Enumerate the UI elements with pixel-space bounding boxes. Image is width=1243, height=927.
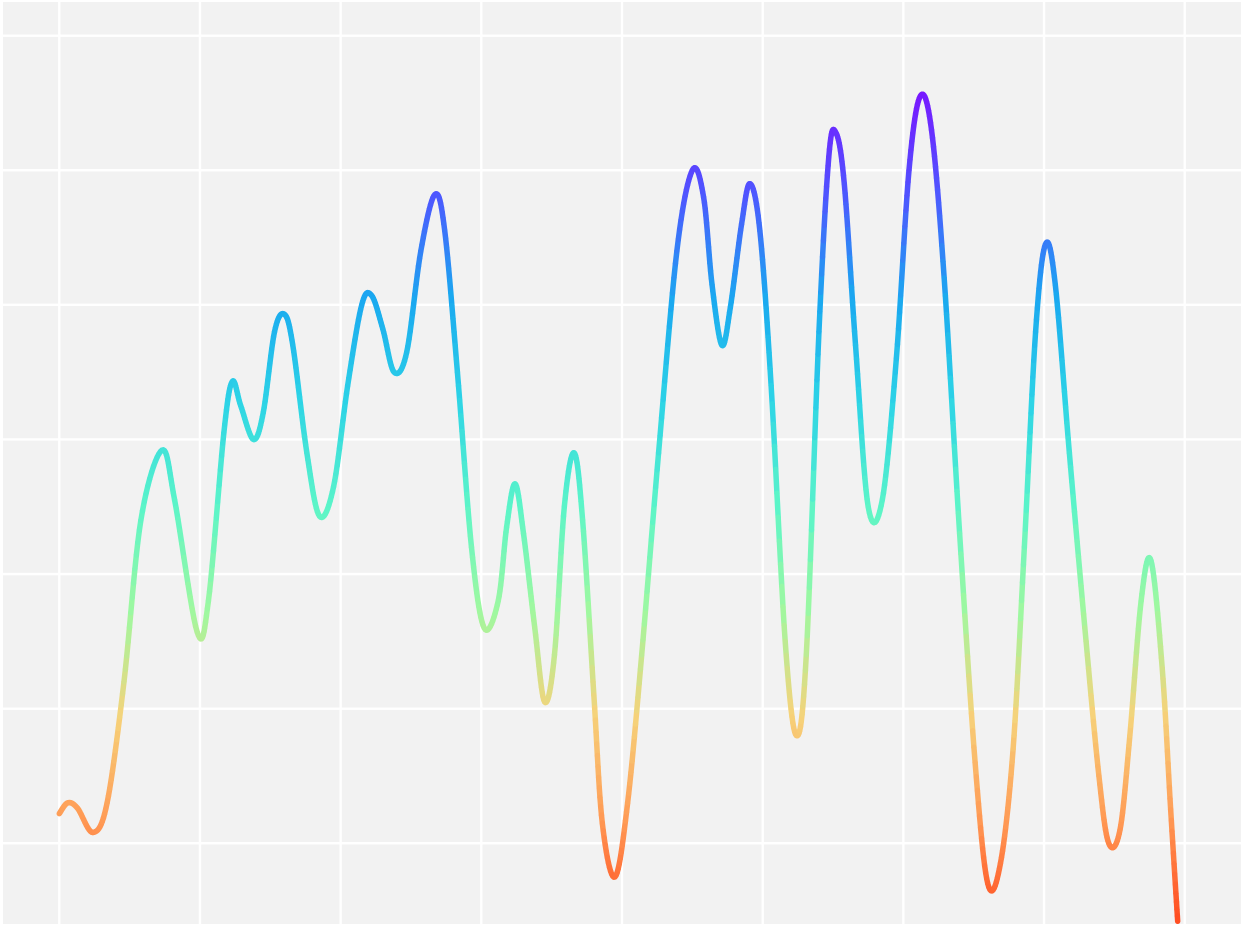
line-segment	[948, 398, 956, 427]
line-segment	[769, 401, 777, 428]
line-segment	[806, 556, 814, 591]
line-segment	[813, 377, 820, 411]
line-segment	[1030, 357, 1037, 380]
line-segment	[817, 289, 824, 315]
line-segment	[1014, 669, 1021, 692]
line-segment	[807, 527, 815, 563]
line-segment	[657, 415, 665, 439]
line-segment	[941, 275, 949, 299]
line-segment	[947, 375, 955, 404]
line-segment	[1019, 561, 1027, 586]
line-segment	[966, 673, 973, 698]
line-segment	[899, 257, 906, 281]
line-segment	[810, 434, 818, 471]
line-segment	[954, 488, 962, 516]
line-segment	[805, 584, 813, 617]
line-segment	[770, 421, 778, 449]
series-0	[56, 91, 1181, 925]
line-segment	[213, 498, 221, 521]
line-segment	[815, 329, 822, 358]
line-segment	[812, 405, 819, 441]
line-segment	[1015, 651, 1022, 675]
line-segment	[772, 466, 780, 496]
line-segment	[1016, 633, 1023, 658]
line-segment	[816, 308, 823, 335]
line-segment	[660, 378, 668, 403]
line-segment	[1022, 507, 1029, 532]
line-segment	[1024, 468, 1031, 494]
line-segment	[780, 604, 787, 629]
line-segment	[945, 332, 952, 359]
line-segment	[1026, 429, 1033, 455]
line-segment	[655, 432, 663, 456]
line-segment	[651, 484, 659, 508]
line-segment	[642, 588, 650, 611]
line-segment	[645, 554, 653, 578]
line-segment	[958, 551, 965, 578]
line-segment	[896, 292, 904, 315]
line-segment	[950, 420, 958, 450]
line-segment	[776, 538, 784, 568]
line-segment	[940, 258, 947, 281]
line-segment	[1018, 579, 1026, 604]
line-segment	[661, 359, 669, 384]
line-segment	[962, 613, 969, 640]
line-segment	[897, 274, 905, 298]
line-segment	[1020, 544, 1028, 568]
line-segment	[808, 496, 816, 533]
line-segment	[1029, 374, 1036, 398]
line-segment	[663, 341, 671, 366]
series-line	[56, 91, 1181, 925]
line-segment	[649, 501, 657, 525]
line-segment	[951, 443, 959, 472]
line-segment	[774, 490, 781, 521]
line-segment	[818, 254, 826, 277]
line-segment	[942, 292, 950, 318]
line-segment	[1021, 526, 1029, 550]
line-segment	[652, 467, 660, 490]
line-segment	[956, 530, 964, 557]
line-segment	[967, 692, 975, 717]
line-segment	[946, 353, 954, 381]
line-segment	[647, 537, 655, 560]
line-segment	[1025, 449, 1032, 475]
line-segment	[943, 311, 951, 338]
line-segment	[952, 466, 960, 495]
line-segment	[648, 519, 656, 543]
line-segment	[814, 351, 821, 383]
line-segment	[804, 610, 812, 639]
line-segment	[775, 514, 783, 544]
line-segment	[212, 515, 220, 538]
line-segment	[809, 465, 817, 502]
line-segment	[666, 306, 674, 330]
line-segment	[768, 382, 775, 407]
line-segment	[767, 366, 774, 389]
line-segment	[963, 633, 971, 660]
line-segment	[658, 396, 666, 421]
line-segment	[644, 571, 652, 595]
line-segment	[1016, 615, 1024, 640]
line-segment	[803, 633, 811, 658]
line-segment	[1027, 410, 1034, 436]
line-segment	[895, 309, 903, 332]
line-segment	[960, 592, 968, 619]
line-segment	[771, 443, 779, 473]
line-segment	[1017, 597, 1025, 622]
line-segment	[955, 510, 963, 537]
line-segment	[818, 271, 825, 296]
line-segment	[1028, 391, 1035, 416]
line-segment	[964, 653, 972, 679]
line-segment	[901, 223, 908, 246]
line-segment	[968, 710, 976, 734]
line-segment	[959, 571, 967, 599]
line-segment	[665, 323, 673, 348]
line-segment	[1023, 488, 1030, 514]
line-segment	[654, 450, 662, 473]
line-segment	[777, 561, 785, 590]
line-segment	[900, 240, 907, 264]
line-segment	[779, 583, 786, 610]
